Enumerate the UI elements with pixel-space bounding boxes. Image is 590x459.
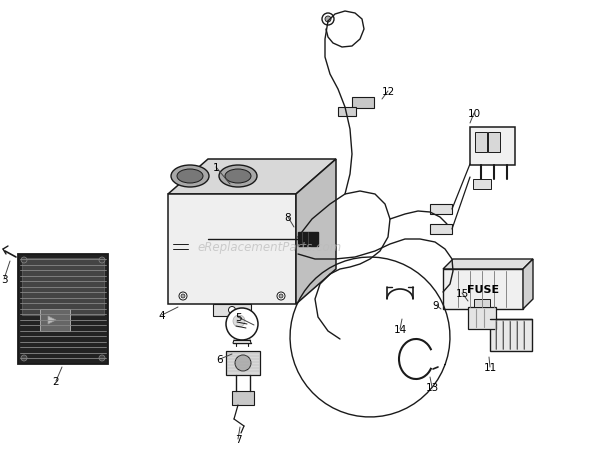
Ellipse shape [219,166,257,188]
Circle shape [325,17,331,23]
Polygon shape [48,316,56,325]
Circle shape [322,14,334,26]
Text: 14: 14 [394,325,407,334]
Circle shape [235,355,251,371]
Text: 12: 12 [381,87,395,97]
Circle shape [277,292,285,300]
FancyBboxPatch shape [430,205,452,214]
FancyBboxPatch shape [22,258,104,315]
Text: eReplacementParts.com: eReplacementParts.com [198,241,342,254]
FancyBboxPatch shape [470,128,515,166]
Circle shape [21,355,27,361]
Text: 1: 1 [212,162,219,173]
Text: 2: 2 [53,376,60,386]
FancyBboxPatch shape [232,391,254,405]
Circle shape [181,294,185,298]
Polygon shape [443,259,533,269]
FancyBboxPatch shape [474,299,490,308]
Text: 13: 13 [425,382,438,392]
Circle shape [99,355,105,361]
Text: 9: 9 [432,300,440,310]
FancyBboxPatch shape [338,108,356,117]
Circle shape [228,307,235,314]
Ellipse shape [171,166,209,188]
Text: 7: 7 [235,434,241,444]
Text: 4: 4 [159,310,165,320]
Circle shape [179,292,187,300]
Circle shape [21,257,27,263]
Text: 6: 6 [217,354,223,364]
Text: 3: 3 [1,274,7,285]
FancyBboxPatch shape [213,304,251,316]
FancyBboxPatch shape [473,179,491,190]
FancyBboxPatch shape [226,351,260,375]
Ellipse shape [177,170,203,184]
Circle shape [279,294,283,298]
FancyBboxPatch shape [475,133,487,153]
FancyBboxPatch shape [18,254,108,364]
Text: 11: 11 [483,362,497,372]
Circle shape [226,308,258,340]
FancyBboxPatch shape [490,319,532,351]
Text: FUSE: FUSE [467,285,499,294]
Polygon shape [168,160,336,195]
FancyBboxPatch shape [298,233,318,246]
Text: 5: 5 [235,312,241,322]
FancyBboxPatch shape [488,133,500,153]
Polygon shape [168,195,296,304]
Circle shape [233,315,245,327]
Circle shape [99,257,105,263]
Ellipse shape [225,170,251,184]
Polygon shape [523,259,533,309]
Text: 15: 15 [455,288,468,298]
Text: 10: 10 [467,109,481,119]
FancyBboxPatch shape [352,98,374,109]
Text: 8: 8 [285,213,291,223]
FancyBboxPatch shape [40,309,70,331]
FancyBboxPatch shape [443,269,523,309]
Polygon shape [296,160,336,304]
FancyBboxPatch shape [468,308,496,329]
FancyBboxPatch shape [430,224,452,235]
